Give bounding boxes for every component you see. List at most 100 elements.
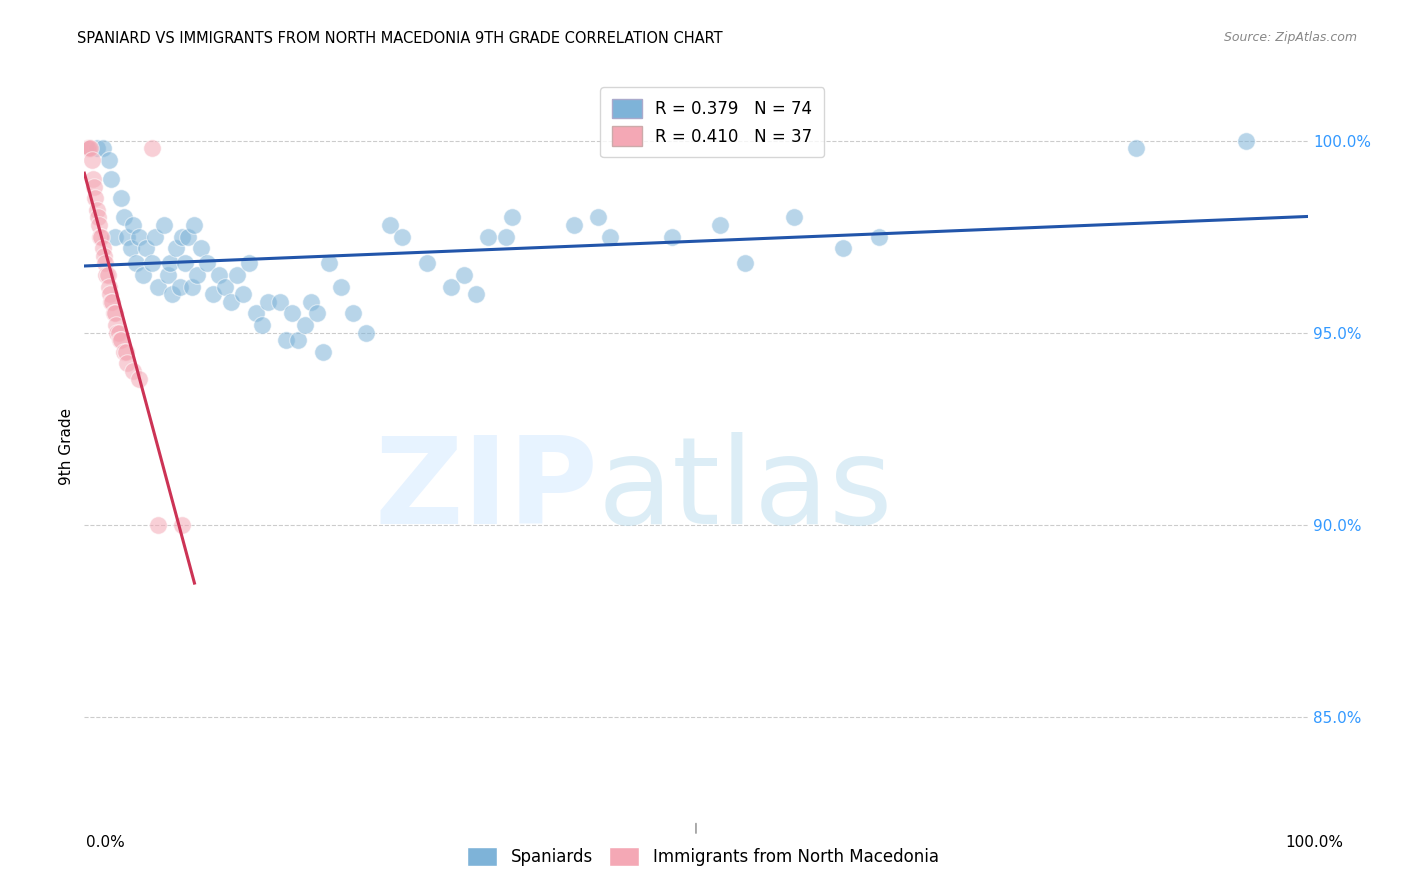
Point bbox=[97, 153, 120, 167]
Point bbox=[90, 229, 112, 244]
Point bbox=[86, 141, 108, 155]
Point bbox=[661, 229, 683, 244]
Point bbox=[416, 256, 439, 270]
Point bbox=[97, 268, 120, 282]
Point bbox=[354, 326, 377, 340]
Point bbox=[77, 141, 100, 155]
Point bbox=[105, 318, 128, 332]
Point bbox=[110, 191, 132, 205]
Point bbox=[103, 306, 125, 320]
Text: atlas: atlas bbox=[598, 433, 894, 549]
Point bbox=[208, 268, 231, 282]
Point bbox=[245, 306, 267, 320]
Point bbox=[464, 287, 486, 301]
Point bbox=[342, 306, 364, 320]
Point bbox=[128, 372, 150, 386]
Point bbox=[173, 256, 195, 270]
Point bbox=[250, 318, 273, 332]
Point bbox=[122, 364, 145, 378]
Point bbox=[97, 279, 120, 293]
Point bbox=[91, 241, 114, 255]
Point bbox=[86, 202, 108, 217]
Point bbox=[1236, 134, 1258, 148]
Point bbox=[105, 326, 128, 340]
Point bbox=[318, 256, 340, 270]
Point bbox=[79, 141, 101, 155]
Point bbox=[146, 279, 169, 293]
Point bbox=[115, 344, 138, 359]
Point bbox=[94, 256, 117, 270]
Point bbox=[115, 229, 138, 244]
Point bbox=[238, 256, 260, 270]
Point bbox=[391, 229, 413, 244]
Point bbox=[190, 241, 212, 255]
Point bbox=[80, 153, 103, 167]
Point bbox=[453, 268, 475, 282]
Point bbox=[477, 229, 499, 244]
Point bbox=[122, 218, 145, 232]
Point bbox=[128, 229, 150, 244]
Point bbox=[89, 229, 111, 244]
Point bbox=[112, 344, 135, 359]
Point bbox=[125, 256, 148, 270]
Point bbox=[156, 268, 179, 282]
Point bbox=[330, 279, 353, 293]
Point bbox=[91, 141, 114, 155]
Legend: R = 0.379   N = 74, R = 0.410   N = 37: R = 0.379 N = 74, R = 0.410 N = 37 bbox=[600, 87, 824, 157]
Point bbox=[100, 172, 122, 186]
Point bbox=[76, 141, 98, 155]
Point bbox=[172, 517, 194, 532]
Point bbox=[146, 517, 169, 532]
Point bbox=[77, 141, 100, 155]
Point bbox=[98, 287, 121, 301]
Text: Source: ZipAtlas.com: Source: ZipAtlas.com bbox=[1223, 31, 1357, 45]
Point bbox=[226, 268, 249, 282]
Point bbox=[177, 229, 200, 244]
Point bbox=[87, 218, 110, 232]
Point bbox=[380, 218, 402, 232]
Point bbox=[172, 229, 194, 244]
Point bbox=[181, 279, 204, 293]
Point bbox=[153, 218, 176, 232]
Point bbox=[141, 141, 163, 155]
Point bbox=[599, 229, 621, 244]
Point bbox=[83, 179, 105, 194]
Point bbox=[169, 279, 191, 293]
Point bbox=[110, 334, 132, 348]
Point bbox=[143, 229, 166, 244]
Point bbox=[495, 229, 517, 244]
Point bbox=[132, 268, 155, 282]
Point bbox=[869, 229, 891, 244]
Point bbox=[108, 334, 131, 348]
Point bbox=[440, 279, 463, 293]
Point bbox=[96, 268, 118, 282]
Point bbox=[183, 218, 205, 232]
Point bbox=[115, 356, 138, 370]
Point bbox=[232, 287, 254, 301]
Point bbox=[79, 141, 101, 155]
Point bbox=[1125, 141, 1147, 155]
Point bbox=[93, 249, 115, 263]
Point bbox=[104, 229, 127, 244]
Point bbox=[269, 294, 291, 309]
Point bbox=[709, 218, 731, 232]
Point bbox=[299, 294, 322, 309]
Point bbox=[82, 172, 104, 186]
Point bbox=[201, 287, 224, 301]
Point bbox=[281, 306, 304, 320]
Point bbox=[100, 294, 122, 309]
Point bbox=[159, 256, 181, 270]
Point bbox=[141, 256, 163, 270]
Point bbox=[162, 287, 184, 301]
Point bbox=[276, 334, 298, 348]
Point bbox=[783, 211, 806, 225]
Text: 100.0%: 100.0% bbox=[1285, 836, 1344, 850]
Point bbox=[312, 344, 335, 359]
Point bbox=[257, 294, 280, 309]
Point bbox=[734, 256, 756, 270]
Point bbox=[214, 279, 236, 293]
Point bbox=[195, 256, 218, 270]
Point bbox=[831, 241, 853, 255]
Point bbox=[135, 241, 157, 255]
Legend: Spaniards, Immigrants from North Macedonia: Spaniards, Immigrants from North Macedon… bbox=[461, 840, 945, 873]
